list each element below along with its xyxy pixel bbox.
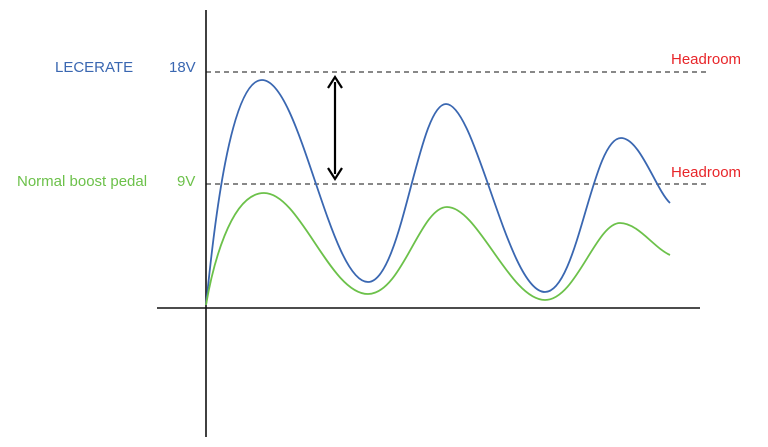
lecerate-voltage-label: 18V <box>169 59 196 76</box>
headroom-label-bottom: Headroom <box>671 164 742 181</box>
normal-waveform <box>205 192 671 306</box>
normal-boost-label: Normal boost pedal <box>17 173 148 190</box>
lecerate-waveform <box>205 79 671 306</box>
lecerate-label: LECERATE <box>55 59 134 76</box>
headroom-label-top: Headroom <box>671 51 742 68</box>
headroom-arrow-icon <box>327 74 343 182</box>
normal-voltage-label: 9V <box>177 173 196 190</box>
